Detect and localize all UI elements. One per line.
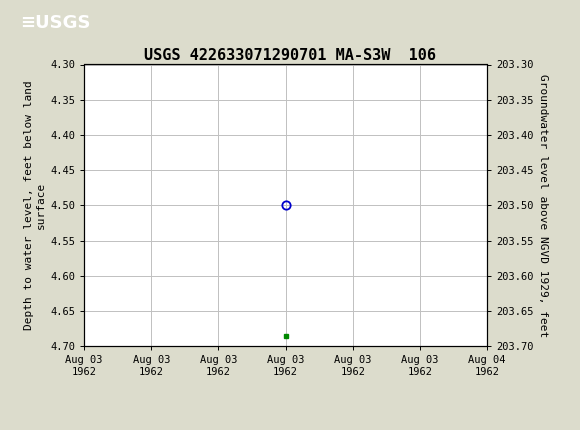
- Y-axis label: Depth to water level, feet below land
surface: Depth to water level, feet below land su…: [24, 80, 46, 330]
- Text: USGS 422633071290701 MA-S3W  106: USGS 422633071290701 MA-S3W 106: [144, 49, 436, 63]
- Text: ≡USGS: ≡USGS: [20, 14, 91, 31]
- Y-axis label: Groundwater level above NGVD 1929, feet: Groundwater level above NGVD 1929, feet: [538, 74, 548, 337]
